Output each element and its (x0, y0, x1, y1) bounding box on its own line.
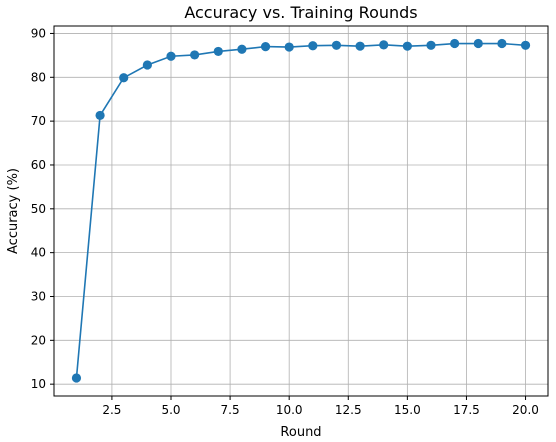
x-tick-label: 12.5 (335, 403, 362, 417)
y-tick-label: 40 (31, 246, 46, 260)
accuracy-point (213, 46, 223, 57)
y-tick-label: 60 (31, 158, 46, 172)
accuracy-point (497, 38, 507, 49)
x-tick-label: 10.0 (276, 403, 303, 417)
accuracy-point (284, 42, 294, 52)
y-tick-label: 30 (31, 289, 46, 303)
x-tick-label: 20.0 (512, 403, 539, 417)
y-tick-label: 70 (31, 114, 46, 128)
y-tick-label: 20 (31, 333, 46, 347)
y-axis-label: Accuracy (%) (6, 168, 21, 254)
y-tick-label: 50 (31, 202, 46, 216)
y-tick-label: 90 (31, 26, 46, 40)
x-axis-label: Round (280, 425, 321, 440)
chart-title: Accuracy vs. Training Rounds (184, 3, 417, 22)
axes-frame (53, 25, 549, 397)
accuracy-point (473, 38, 483, 49)
accuracy-point (355, 41, 365, 51)
x-tick-label: 7.5 (221, 403, 240, 417)
y-tick-label: 10 (31, 377, 46, 391)
accuracy-point (142, 60, 152, 70)
accuracy-point (520, 40, 531, 50)
y-tick-label: 80 (31, 70, 46, 84)
accuracy-point (402, 41, 412, 51)
x-tick-label: 5.0 (161, 403, 180, 417)
accuracy-line (75, 42, 526, 379)
accuracy-point (331, 40, 342, 50)
accuracy-point (190, 50, 200, 60)
accuracy-point (308, 41, 318, 51)
accuracy-series (71, 38, 531, 383)
accuracy-point (95, 110, 105, 121)
accuracy-point (379, 40, 389, 50)
x-tick-label: 17.5 (453, 403, 480, 417)
accuracy-point (166, 51, 176, 61)
x-tick-label: 15.0 (394, 403, 421, 417)
y-axis-ticks: 10 20 30 40 50 60 70 80 90 (31, 26, 54, 391)
accuracy-point (71, 373, 82, 383)
accuracy-point (260, 42, 271, 52)
x-axis-ticks: 2.5 5.0 7.5 10.0 12.5 15.0 17.5 20.0 (102, 396, 539, 417)
accuracy-point (237, 44, 247, 54)
grid-lines (54, 26, 548, 396)
x-tick-label: 2.5 (102, 403, 121, 417)
accuracy-point (426, 40, 436, 50)
accuracy-point (450, 38, 460, 49)
accuracy-point (119, 73, 129, 83)
